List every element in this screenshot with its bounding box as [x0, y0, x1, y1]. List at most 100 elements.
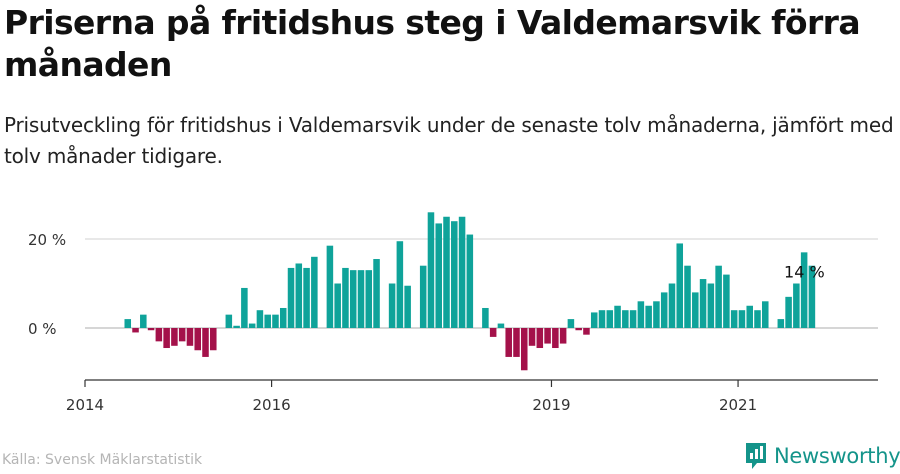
bar — [233, 325, 240, 328]
bar — [754, 310, 761, 328]
y-tick-labels: 0 % 20 % — [28, 231, 66, 338]
bar — [404, 285, 411, 328]
bar — [466, 234, 474, 328]
bar — [248, 323, 256, 328]
bar — [241, 287, 248, 328]
bar — [303, 267, 310, 328]
bar — [513, 328, 520, 357]
bar — [272, 314, 279, 328]
bar — [225, 314, 233, 328]
bar — [676, 243, 684, 328]
bar — [777, 319, 785, 328]
bar — [186, 328, 194, 346]
bar — [132, 328, 139, 333]
bar — [357, 270, 365, 328]
bar — [287, 267, 295, 328]
bar — [194, 328, 201, 351]
bar — [419, 265, 427, 328]
bar — [311, 256, 318, 328]
y-gridlines — [85, 238, 878, 329]
bar — [435, 223, 442, 328]
bar — [808, 265, 816, 328]
bar — [171, 328, 178, 346]
brand-logo[interactable]: Newsworthy — [744, 440, 900, 472]
bar — [505, 328, 512, 357]
bar — [451, 221, 458, 328]
chart-title: Priserna på fritidshus steg i Valdemarsv… — [4, 3, 861, 84]
bar — [544, 328, 551, 344]
bar — [210, 328, 217, 351]
bar — [334, 283, 341, 328]
bar — [653, 301, 660, 328]
bar — [707, 283, 715, 328]
bar — [637, 301, 645, 328]
bar — [365, 270, 373, 328]
bar — [202, 328, 209, 357]
chart-subtitle: Prisutveckling för fritidshus i Valdemar… — [4, 113, 894, 168]
bar — [349, 270, 357, 328]
bar — [373, 259, 380, 328]
bar — [388, 283, 396, 328]
bar — [723, 274, 730, 328]
bar — [124, 319, 132, 328]
bar — [699, 279, 707, 328]
bar — [746, 305, 753, 328]
value-annotation: 14 % — [784, 263, 825, 282]
bar — [575, 328, 582, 331]
bar — [178, 328, 186, 342]
x-tick-label: 2016 — [252, 396, 290, 414]
bar — [598, 310, 606, 328]
bar — [738, 310, 746, 328]
y-tick-label: 20 % — [28, 231, 66, 249]
bar — [622, 310, 629, 328]
bar — [645, 305, 652, 328]
bar — [536, 328, 544, 349]
bar — [629, 310, 637, 328]
bar — [427, 212, 435, 328]
bars — [124, 212, 816, 371]
bar — [552, 328, 559, 349]
bar — [443, 216, 450, 328]
bar — [155, 328, 163, 342]
bar — [396, 241, 404, 328]
bar — [279, 307, 287, 328]
bar — [583, 328, 590, 335]
bar — [163, 328, 170, 349]
bar — [482, 307, 489, 328]
bar — [762, 301, 769, 328]
bar — [590, 312, 598, 328]
brand-name: Newsworthy — [774, 444, 900, 468]
bar — [520, 328, 528, 371]
bar — [458, 216, 466, 328]
bar — [559, 328, 567, 344]
y-tick-label: 0 % — [28, 320, 57, 338]
bar — [793, 283, 800, 328]
bar — [684, 265, 691, 328]
bar — [528, 328, 536, 346]
bar — [295, 263, 303, 328]
bar — [326, 245, 334, 328]
x-tick-label: 2021 — [719, 396, 757, 414]
bar — [668, 283, 676, 328]
bar — [342, 267, 349, 328]
x-ticks: 2014 2016 2019 2021 — [66, 380, 757, 414]
bar — [730, 310, 738, 328]
source-note: Källa: Svensk Mäklarstatistik — [2, 452, 203, 468]
bar — [256, 310, 264, 328]
bar — [567, 319, 575, 328]
bar — [264, 314, 271, 328]
bar — [497, 323, 505, 328]
bar — [489, 328, 497, 337]
x-tick-label: 2019 — [532, 396, 570, 414]
bar — [606, 310, 614, 328]
bar — [147, 328, 155, 331]
bar — [715, 265, 722, 328]
bar — [785, 296, 792, 328]
bar — [140, 314, 147, 328]
bar — [692, 292, 699, 328]
newsworthy-logo-icon — [746, 443, 766, 469]
x-tick-label: 2014 — [66, 396, 104, 414]
bar — [800, 252, 808, 328]
bar — [614, 305, 621, 328]
